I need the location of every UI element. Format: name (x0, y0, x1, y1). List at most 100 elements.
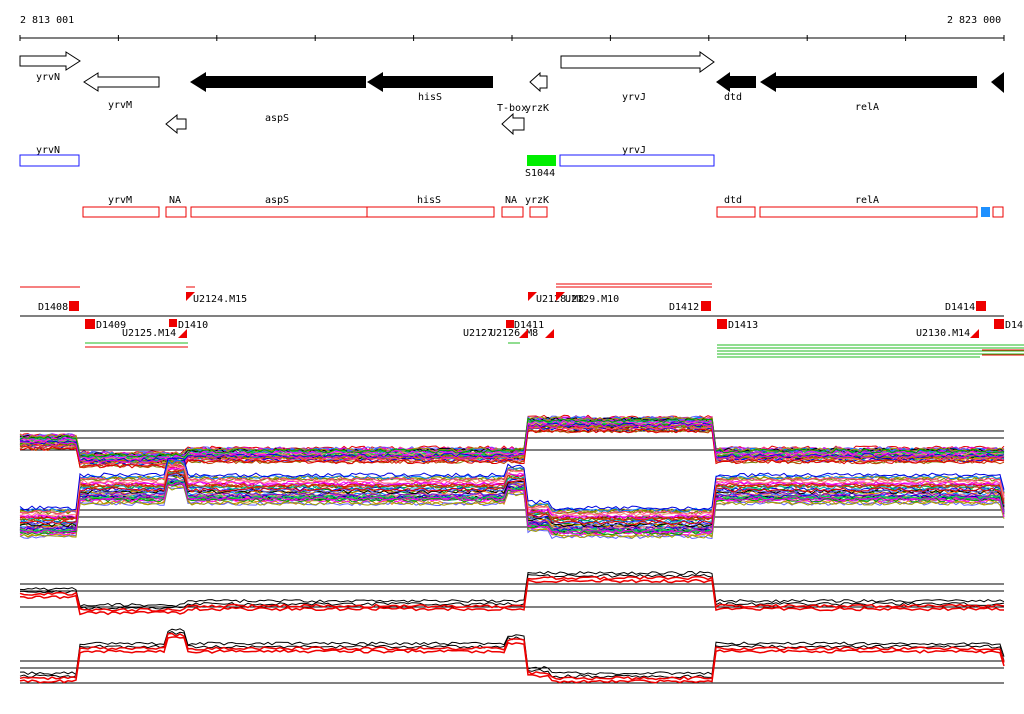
marker-label-D1415: D1415 (1005, 320, 1024, 331)
gene-label-yrvN: yrvN (36, 72, 60, 83)
gene-arrow-small-1[interactable] (165, 113, 187, 135)
green-box-label: S1044 (525, 168, 555, 179)
green-box-S1044[interactable] (527, 155, 556, 166)
small-blue-box[interactable] (981, 207, 990, 217)
red-box-label-yrzK: yrzK (525, 195, 549, 206)
gene-label-dtd: dtd (724, 92, 742, 103)
expression-trace (19, 469, 1005, 522)
marker-label-U2125: U2125.M14 (122, 328, 176, 339)
red-box-relA[interactable] (759, 206, 978, 218)
marker-label-D1408: D1408 (38, 302, 68, 313)
red-box-label-relA: relA (855, 195, 879, 206)
gene-arrow-tbox[interactable] (501, 112, 525, 136)
red-box-label-yrvM: yrvM (108, 195, 132, 206)
expression-trace (19, 426, 1005, 467)
gene-arrow-dtd[interactable] (716, 72, 756, 92)
marker-square-D1415[interactable] (994, 319, 1004, 329)
red-box-label-hisS: hisS (417, 195, 441, 206)
marker-square-D1412[interactable] (701, 301, 711, 311)
marker-label-U2126: U2126.M8 (490, 328, 538, 339)
marker-flag-U2125[interactable] (178, 329, 187, 338)
ruler-end-label: 2 823 000 (947, 15, 1001, 26)
expression-trace (19, 482, 1005, 535)
blue-box-yrvJ[interactable] (559, 154, 715, 167)
marker-flag-U2124[interactable] (186, 292, 195, 301)
summary-trace (19, 636, 1005, 684)
blue-box-label-yrvJ: yrvJ (622, 145, 646, 156)
marker-flag-U2129[interactable] (556, 292, 565, 301)
expression-trace (19, 416, 1005, 457)
gene-label-yrvJ: yrvJ (622, 92, 646, 103)
marker-square-D1409[interactable] (85, 319, 95, 329)
red-box-hisS[interactable] (366, 206, 495, 218)
gene-arrow-yrvM[interactable] (83, 72, 160, 92)
marker-label-D1412: D1412 (669, 302, 699, 313)
marker-label-D1411: D1411 (514, 320, 544, 331)
marker-square-D1410[interactable] (169, 319, 177, 327)
expression-trace (19, 459, 1005, 513)
summary-trace (19, 570, 1005, 607)
gene-label-tbox: T-box (497, 103, 527, 114)
red-box-NA-2[interactable] (501, 206, 524, 218)
summary-trace (19, 628, 1005, 676)
red-annotation-track: yrvM NA aspS hisS NA yrzK dtd relA (82, 195, 1004, 218)
red-box-yrzK[interactable] (529, 206, 548, 218)
marker-flag-U2130[interactable] (970, 329, 979, 338)
gene-label-hisS: hisS (418, 92, 442, 103)
marker-flag-U2128[interactable] (528, 292, 537, 301)
expression-trace (19, 478, 1005, 531)
blue-annotation-track: yrvN yrvJ S1044 (19, 145, 715, 179)
gene-label-yrzK: yrzK (525, 103, 549, 114)
marker-track: D1408 D1409 U2125.M14 D1410 U2124.M15 U2… (20, 283, 1024, 358)
coordinate-ruler: 2 813 001 2 823 000 (19, 15, 1005, 41)
marker-square-D1411[interactable] (506, 320, 514, 328)
expression-trace (19, 415, 1005, 457)
ruler-ticks (19, 35, 1005, 41)
marker-square-D1414[interactable] (976, 301, 986, 311)
red-box-aspS[interactable] (190, 206, 368, 218)
marker-label-U2130: U2130.M14 (916, 328, 970, 339)
marker-flag-U2126[interactable] (545, 329, 554, 338)
ruler-start-label: 2 813 001 (20, 15, 74, 26)
summary-trace (19, 575, 1005, 613)
marker-label-U2124: U2124.M15 (193, 294, 247, 305)
marker-flag-U2127[interactable] (519, 329, 528, 338)
red-box-label-aspS: aspS (265, 195, 289, 206)
gene-arrow-yrvJ[interactable] (560, 51, 715, 73)
summary-panel-bottom (19, 628, 1005, 684)
red-box-yrvM[interactable] (82, 206, 160, 218)
expression-trace (20, 463, 1005, 516)
marker-label-D1409: D1409 (96, 320, 126, 331)
marker-label-U2127: U2127 (463, 328, 493, 339)
gene-arrow-relA[interactable] (760, 72, 977, 92)
marker-label-U2128: U2128.M8 (536, 294, 584, 305)
gene-label-aspS: aspS (265, 113, 289, 124)
marker-square-D1413[interactable] (717, 319, 727, 329)
blue-box-yrvN[interactable] (19, 154, 80, 167)
red-box-label-dtd: dtd (724, 195, 742, 206)
gene-arrow-yrzK[interactable] (529, 71, 548, 93)
summary-panel-top (19, 570, 1005, 616)
marker-label-D1410: D1410 (178, 320, 208, 331)
red-box-NA-1[interactable] (165, 206, 187, 218)
gene-arrow-edge[interactable] (991, 72, 1004, 93)
expression-trace (19, 465, 1005, 518)
summary-trace (19, 632, 1005, 681)
expression-trace (19, 457, 1005, 511)
gene-track: yrvN yrvM aspS hisS T-box yrzK yrvJ dtd … (19, 51, 1004, 136)
red-box-dtd[interactable] (716, 206, 756, 218)
gene-arrow-aspS[interactable] (190, 72, 366, 92)
marker-square-D1408[interactable] (69, 301, 79, 311)
expression-trace (20, 472, 1005, 526)
expression-trace (19, 422, 1005, 464)
summary-trace (20, 573, 1005, 610)
gene-arrow-hisS[interactable] (367, 72, 493, 92)
marker-label-D1413: D1413 (728, 320, 758, 331)
blue-box-label-yrvN: yrvN (36, 145, 60, 156)
gene-arrow-yrvN[interactable] (19, 51, 81, 71)
summary-trace (19, 578, 1004, 616)
red-box-edge[interactable] (992, 206, 1004, 218)
marker-label-D1414: D1414 (945, 302, 975, 313)
